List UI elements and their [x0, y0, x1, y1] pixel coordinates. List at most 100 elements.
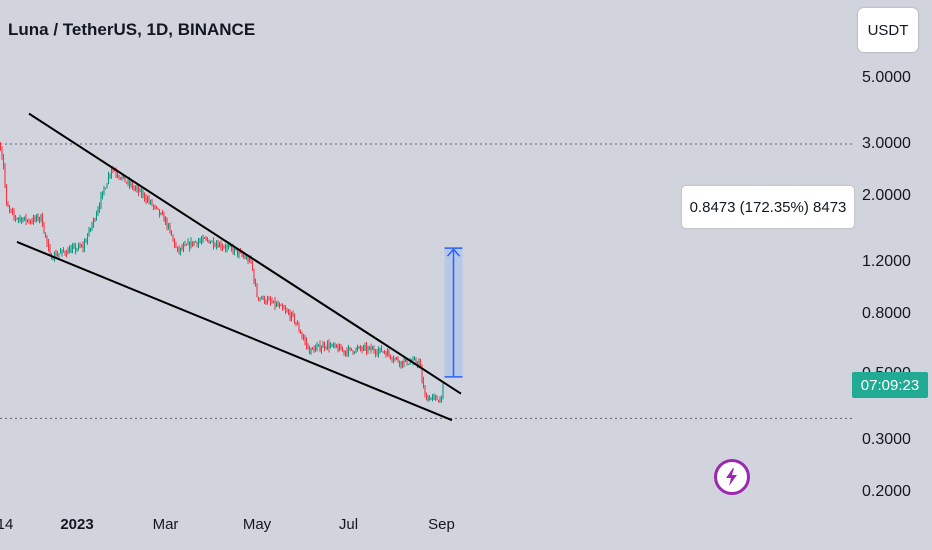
candle-body-174 [260, 298, 263, 300]
candle-body-138 [206, 238, 209, 240]
candle-body-171 [256, 285, 258, 297]
candle-body-173 [259, 298, 261, 300]
candle-body-214 [320, 347, 323, 350]
candle-body-199 [298, 324, 300, 331]
time-tick-5: Sep [428, 516, 455, 533]
candle-body-62 [92, 219, 95, 225]
candle-body-254 [380, 347, 383, 352]
candle-body-220 [329, 345, 332, 348]
candle-body-64 [95, 213, 98, 220]
trendline-lower[interactable] [16, 241, 453, 422]
candle-body-8 [11, 210, 14, 213]
candle-body-141 [211, 240, 213, 243]
candle-body-275 [412, 359, 414, 362]
candle-body-203 [304, 338, 306, 341]
candle-body-294 [440, 395, 443, 400]
candle-body-17 [25, 216, 27, 221]
candle-body-273 [409, 362, 411, 365]
candle-body-85 [127, 180, 129, 183]
candle-body-152 [227, 245, 230, 247]
candle-body-40 [59, 252, 62, 254]
candle-body-59 [88, 229, 90, 236]
candle-body-153 [229, 245, 231, 247]
candle-body-108 [161, 213, 164, 215]
candle-body-198 [296, 323, 299, 325]
trendlines[interactable] [16, 112, 462, 422]
candle-body-277 [415, 359, 417, 363]
candle-body-81 [121, 177, 123, 179]
measure-tool[interactable] [444, 247, 463, 378]
candle-body-177 [265, 302, 267, 304]
candle-body-179 [268, 299, 270, 301]
candle-body-295 [442, 385, 444, 396]
candle-body-175 [262, 296, 264, 299]
candle-body-58 [86, 235, 89, 242]
candle-body-288 [431, 396, 434, 398]
lightning-icon[interactable] [714, 459, 750, 495]
candle-body-115 [172, 235, 174, 240]
candle-body-267 [400, 361, 402, 365]
candle-body-168 [251, 261, 254, 270]
candle-body-142 [212, 240, 215, 246]
candle-body-251 [376, 353, 378, 355]
candle-body-269 [403, 360, 405, 365]
time-tick-2: Mar [152, 516, 179, 533]
candle-body-195 [292, 313, 294, 315]
candle-body-266 [398, 361, 401, 365]
candle-body-169 [253, 269, 255, 282]
candle-body-223 [334, 344, 336, 346]
candle-body-243 [364, 346, 366, 348]
candle-body-53 [79, 245, 81, 247]
candle-body-144 [215, 244, 218, 246]
candle-body-104 [155, 206, 158, 208]
candle-body-84 [125, 182, 128, 184]
candle-body-268 [401, 361, 404, 365]
candle-body-262 [392, 359, 395, 361]
candle-body-205 [307, 345, 309, 347]
candle-body-259 [388, 351, 390, 355]
candle-body-232 [347, 347, 350, 354]
candle-body-227 [340, 346, 342, 350]
candle-body-285 [427, 397, 429, 401]
trendline-upper[interactable] [28, 112, 462, 395]
candle-body-47 [70, 248, 72, 253]
candle-body-27 [40, 214, 42, 219]
price-tick-4: 0.8000 [862, 304, 911, 322]
currency-button[interactable]: USDT [858, 8, 918, 52]
candle-body-28 [41, 214, 44, 227]
candle-body-103 [154, 206, 156, 208]
candle-body-204 [305, 340, 308, 346]
candle-body-50 [74, 246, 77, 251]
candle-body-253 [379, 347, 381, 351]
candle-body-209 [313, 348, 315, 352]
candle-body-191 [286, 310, 288, 312]
candle-body-88 [131, 183, 134, 188]
candle-body-65 [97, 209, 99, 214]
candle-body-148 [221, 247, 224, 249]
candle-body-216 [323, 344, 326, 348]
candle-body-271 [406, 359, 408, 365]
candle-body-41 [61, 249, 63, 253]
candle-body-239 [358, 346, 360, 348]
candle-body-151 [226, 246, 228, 249]
candle-body-182 [272, 300, 275, 303]
candle-body-219 [328, 343, 330, 348]
time-tick-1: 2023 [60, 516, 94, 533]
candle-body-158 [236, 249, 239, 255]
candle-body-146 [218, 243, 221, 248]
candle-body-244 [365, 346, 368, 351]
candle-body-5 [7, 204, 9, 207]
current-price-tag: 07:09:23 [852, 372, 928, 398]
candle-body-170 [254, 281, 257, 286]
candle-body-125 [187, 242, 189, 245]
candle-body-293 [439, 399, 441, 403]
candle-body-284 [425, 395, 428, 401]
candle-body-208 [311, 348, 314, 350]
candle-body-55 [82, 245, 84, 248]
candle-body-71 [106, 183, 108, 189]
candle-body-215 [322, 344, 324, 348]
candle-body-196 [293, 314, 296, 323]
candle-body-130 [194, 241, 197, 243]
candle-body-100 [149, 200, 152, 202]
